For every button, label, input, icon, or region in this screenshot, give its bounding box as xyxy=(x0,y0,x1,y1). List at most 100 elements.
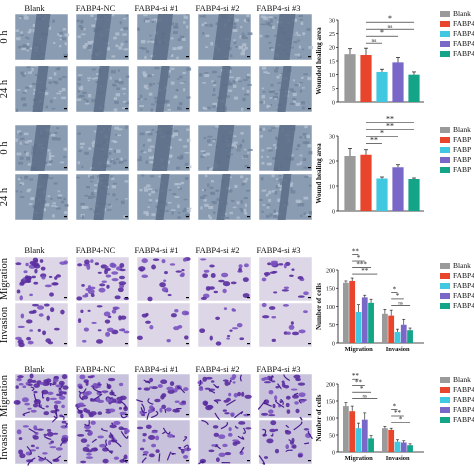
stained-cell xyxy=(275,385,280,389)
cell-texture xyxy=(95,80,99,84)
stained-cell xyxy=(108,440,112,446)
cell-process xyxy=(30,386,35,392)
stained-cell xyxy=(155,449,160,453)
legend-swatch xyxy=(440,137,450,143)
stained-cell xyxy=(149,386,153,389)
stained-cell xyxy=(271,338,276,343)
cell-texture xyxy=(266,147,272,150)
cell-process xyxy=(234,411,244,419)
stained-cell xyxy=(56,393,63,397)
cell-texture xyxy=(206,166,211,170)
stained-cell xyxy=(108,408,116,413)
stained-cell xyxy=(139,268,144,272)
cell-texture xyxy=(27,31,32,34)
cell-process xyxy=(280,398,284,406)
stained-cell xyxy=(141,258,148,264)
legend-swatch xyxy=(440,127,450,133)
cell-texture xyxy=(247,84,252,86)
cell-texture xyxy=(232,84,237,88)
stained-cell xyxy=(97,329,102,332)
y-tick-label: 25 xyxy=(329,32,335,38)
cell-texture xyxy=(144,55,147,59)
cell-texture xyxy=(124,48,130,51)
stained-cell xyxy=(210,272,216,278)
stained-cell xyxy=(15,262,22,266)
bar xyxy=(408,74,420,102)
cell-process xyxy=(141,403,145,411)
stained-cell xyxy=(113,456,120,460)
y-axis-label: Wounded healing area xyxy=(315,27,323,95)
stained-cell xyxy=(261,302,267,308)
legend-label: Blank xyxy=(453,125,471,134)
legend-label: Blank xyxy=(453,375,471,384)
cell-process xyxy=(239,374,242,382)
cell-texture xyxy=(231,143,236,147)
cell-texture xyxy=(228,189,233,193)
stained-cell xyxy=(105,274,112,278)
cell-texture xyxy=(158,175,161,178)
cell-texture xyxy=(29,47,34,50)
legend-label: FABP4 xyxy=(453,49,474,58)
cell-texture xyxy=(48,158,52,160)
cell-texture xyxy=(262,127,266,131)
stained-cell xyxy=(145,312,149,317)
cell-texture xyxy=(145,131,151,134)
cell-texture xyxy=(184,162,189,166)
micrograph-tile xyxy=(258,302,313,348)
stained-cell xyxy=(263,272,271,276)
cell-texture xyxy=(76,19,80,23)
cell-texture xyxy=(261,94,266,99)
stained-cell xyxy=(239,337,245,341)
stained-cell xyxy=(86,264,91,270)
cell-process xyxy=(51,416,58,423)
stained-cell xyxy=(118,328,126,332)
row-label: 24 h xyxy=(0,79,10,98)
cell-texture xyxy=(183,21,186,24)
cell-texture xyxy=(273,212,278,216)
cell-texture xyxy=(50,99,53,104)
cell-texture xyxy=(240,200,243,204)
cell-texture xyxy=(137,27,141,31)
cell-texture xyxy=(234,184,238,189)
cell-texture xyxy=(91,142,96,145)
stained-cell xyxy=(226,337,231,340)
cell-texture xyxy=(292,98,297,100)
stained-cell xyxy=(303,310,308,314)
stained-cell xyxy=(88,412,93,416)
cell-texture xyxy=(274,191,278,195)
stained-cell xyxy=(160,379,168,385)
cell-texture xyxy=(53,182,58,185)
cell-texture xyxy=(109,160,113,163)
cell-texture xyxy=(303,196,309,200)
stained-cell xyxy=(55,447,63,451)
stained-cell xyxy=(80,413,84,419)
stained-cell xyxy=(16,289,21,294)
cell-texture xyxy=(149,40,153,43)
cell-texture xyxy=(115,93,121,97)
cell-texture xyxy=(120,42,124,46)
stained-cell xyxy=(25,262,29,267)
cell-texture xyxy=(234,18,239,22)
cell-process xyxy=(38,402,45,410)
cell-texture xyxy=(289,183,293,187)
cell-texture xyxy=(246,76,250,79)
cell-texture xyxy=(300,100,306,105)
cell-texture xyxy=(211,200,214,204)
stained-cell xyxy=(273,291,278,294)
cell-process xyxy=(262,402,272,407)
stained-cell xyxy=(93,447,98,451)
scale-bar xyxy=(125,56,128,58)
cell-texture xyxy=(148,193,152,196)
stained-cell xyxy=(77,318,82,323)
scale-bar xyxy=(308,414,311,416)
scale-bar xyxy=(125,414,128,416)
cell-texture xyxy=(211,80,214,83)
cell-texture xyxy=(207,183,210,187)
cell-texture xyxy=(177,38,181,42)
cell-texture xyxy=(270,83,274,87)
cell-texture xyxy=(207,135,213,138)
cell-texture xyxy=(240,52,245,56)
stained-cell xyxy=(286,409,291,414)
bar xyxy=(344,54,356,102)
